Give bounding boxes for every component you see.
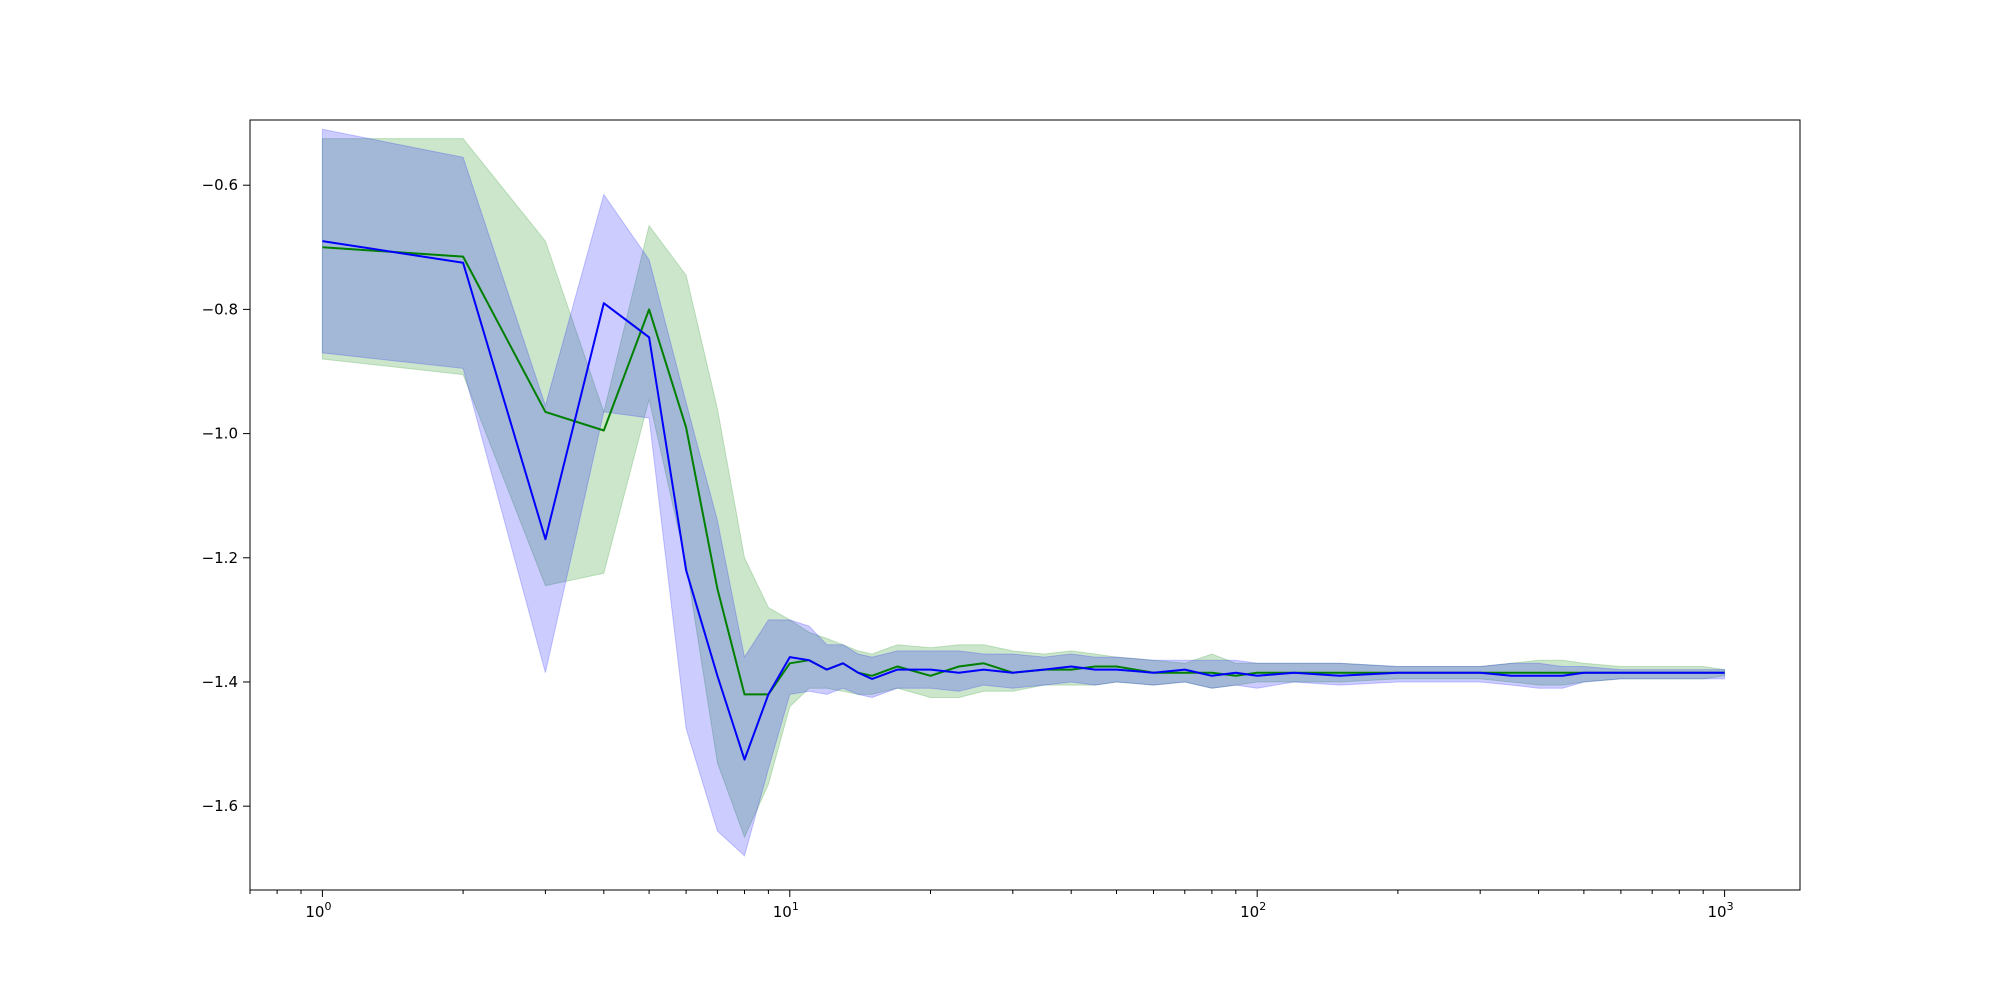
x-tick-exponent: 3 [1727,900,1734,913]
y-tick-label: −0.8 [202,300,238,318]
y-tick-label: −1.6 [202,797,238,815]
y-tick-label: −0.6 [202,176,238,194]
x-tick-base: 10 [773,903,792,921]
series-2-line [322,240,1725,761]
x-tick-exponent: 2 [1259,900,1266,913]
x-tick-label: 102 [1240,900,1266,921]
series-1-band [321,138,1726,839]
series-1-line [322,246,1725,696]
y-tick-label: −1.0 [202,425,238,443]
plot-frame [249,119,1801,891]
x-tick-exponent: 0 [324,900,331,913]
x-tick-label: 103 [1708,900,1734,921]
y-tick-label: −1.2 [202,549,238,567]
series-lines [322,240,1725,761]
x-tick-base: 10 [1240,903,1259,921]
x-tick-base: 10 [1708,903,1727,921]
x-tick-exponent: 1 [792,900,799,913]
y-axis: −0.6 −0.8 −1.0 −1.2 −1.4 −1.6 [202,176,250,815]
x-axis: 100 101 102 103 [249,890,1734,921]
x-tick-label: 101 [773,900,799,921]
x-tick-label: 100 [305,900,331,921]
y-tick-label: −1.4 [202,673,238,691]
x-tick-base: 10 [305,903,324,921]
